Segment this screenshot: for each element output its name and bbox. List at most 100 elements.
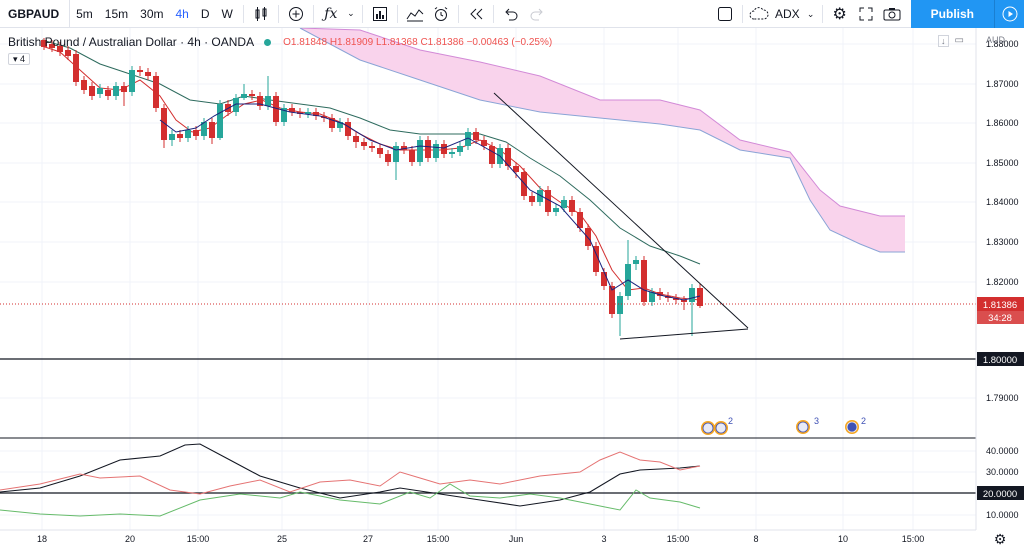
interval-d[interactable]: D xyxy=(200,6,210,21)
candle xyxy=(305,108,311,118)
ichimoku-cloud xyxy=(300,28,905,252)
replay-icon[interactable] xyxy=(463,0,489,28)
candle xyxy=(393,142,399,180)
indicators-toggle[interactable]: ▾ 4 xyxy=(8,53,31,65)
layout-square-icon[interactable] xyxy=(712,0,738,28)
redo-icon[interactable] xyxy=(524,0,550,28)
time-tick: 8 xyxy=(753,534,758,544)
event-icon-group[interactable]: 2 xyxy=(845,416,866,434)
time-tick: 3 xyxy=(601,534,606,544)
candle xyxy=(689,284,695,336)
adx-tick: 40.0000 xyxy=(986,446,1019,456)
candle xyxy=(513,162,519,178)
candle xyxy=(649,288,655,306)
gear-icon[interactable]: ⚙ xyxy=(832,6,847,23)
candle xyxy=(633,256,639,270)
indicator-label[interactable]: ADX xyxy=(774,7,800,21)
di-plus-line xyxy=(0,451,701,495)
candle xyxy=(457,142,463,156)
settings-gear-icon[interactable]: ⚙ xyxy=(994,531,1007,547)
interval-30m[interactable]: 30m xyxy=(140,6,164,21)
toolbar-divider xyxy=(492,4,494,23)
candle xyxy=(161,104,167,148)
candle xyxy=(217,100,223,140)
candle xyxy=(553,204,559,216)
play-icon[interactable] xyxy=(994,0,1024,28)
countdown-label: 34:28 xyxy=(988,313,1012,324)
event-icon-group[interactable]: 2 xyxy=(701,416,733,435)
alert-clock-icon[interactable] xyxy=(428,0,454,28)
event-icon-group[interactable]: 3 xyxy=(796,416,819,434)
current-price-badge xyxy=(977,297,1024,311)
toolbar-divider xyxy=(396,4,398,23)
candle xyxy=(369,142,375,152)
candle xyxy=(265,76,271,110)
candle xyxy=(137,66,143,76)
adx-line xyxy=(0,443,701,507)
candle xyxy=(609,282,615,318)
interval-15m[interactable]: 15m xyxy=(104,6,129,21)
chevron-down-icon[interactable]: ⌄ xyxy=(806,8,815,19)
candle xyxy=(89,82,95,100)
candle xyxy=(569,196,575,216)
candle xyxy=(145,68,151,80)
interval-4h[interactable]: 4h xyxy=(175,6,189,21)
indicators-fx-icon[interactable]: ƒx xyxy=(324,5,338,22)
time-tick: 27 xyxy=(363,534,373,544)
candle xyxy=(561,196,567,212)
candle xyxy=(425,136,431,162)
symbol-description[interactable]: British Pound / Australian Dollar · 4h ·… xyxy=(8,35,255,49)
candle xyxy=(329,114,335,132)
templates-icon[interactable] xyxy=(402,0,428,28)
candle xyxy=(401,142,407,154)
candles-icon[interactable] xyxy=(248,0,274,28)
price-tick: 1.82000 xyxy=(986,277,1019,287)
time-tick: 10 xyxy=(838,534,848,544)
chevron-down-icon[interactable]: ⌄ xyxy=(347,8,355,18)
ichimoku-cloud-bottom xyxy=(299,28,905,253)
pane-controls: ↓ ▭ xyxy=(938,35,964,47)
interval-w[interactable]: W xyxy=(221,6,233,21)
time-tick: 15:00 xyxy=(667,534,690,544)
arrow-down-icon[interactable]: ↓ xyxy=(938,35,949,47)
candle xyxy=(529,192,535,206)
market-status-dot xyxy=(264,38,272,46)
candle xyxy=(593,242,599,276)
time-tick: 20 xyxy=(125,534,135,544)
toolbar-divider xyxy=(312,4,314,23)
time-tick: 15:00 xyxy=(187,534,210,544)
compare-plus-icon[interactable] xyxy=(283,0,309,28)
cloud-icon[interactable] xyxy=(747,0,771,28)
interval-5m[interactable]: 5m xyxy=(76,6,93,21)
undo-icon[interactable] xyxy=(498,0,524,28)
candle xyxy=(449,148,455,158)
event-count: 2 xyxy=(861,416,866,426)
camera-icon[interactable] xyxy=(879,0,905,28)
level-label: 1.80000 xyxy=(983,355,1017,366)
minimize-icon[interactable]: ▭ xyxy=(954,35,964,46)
countdown-badge xyxy=(977,311,1024,324)
candle xyxy=(177,130,183,142)
candle xyxy=(657,288,663,300)
financials-icon[interactable] xyxy=(367,0,393,28)
fullscreen-icon[interactable] xyxy=(853,0,879,28)
candle xyxy=(345,118,351,140)
candle xyxy=(41,38,47,50)
publish-button[interactable]: Publish xyxy=(910,0,994,28)
candle xyxy=(257,92,263,110)
price-chart[interactable]: 2 3 2 1.88000 1.87000 1.86000 1.85000 1.8400… xyxy=(0,28,1024,550)
candle xyxy=(289,104,295,116)
toolbar-right: ADX ⌄ ⚙ Publish xyxy=(712,0,1024,28)
slow-moving-average-line xyxy=(41,39,701,265)
candle xyxy=(433,140,439,162)
toolbar-divider xyxy=(821,5,823,23)
ichimoku-cloud-top xyxy=(299,28,905,217)
candle xyxy=(249,90,255,100)
ohlc-values: O1.81848 H1.81909 L1.81368 C1.81386 −0.0… xyxy=(283,36,553,48)
candle xyxy=(233,94,239,116)
candle xyxy=(153,72,159,112)
adx-level-badge xyxy=(977,486,1024,500)
symbol-search[interactable]: GBPAUD xyxy=(0,0,71,28)
candle xyxy=(489,142,495,168)
chart-legend: British Pound / Australian Dollar · 4h ·… xyxy=(8,35,552,49)
